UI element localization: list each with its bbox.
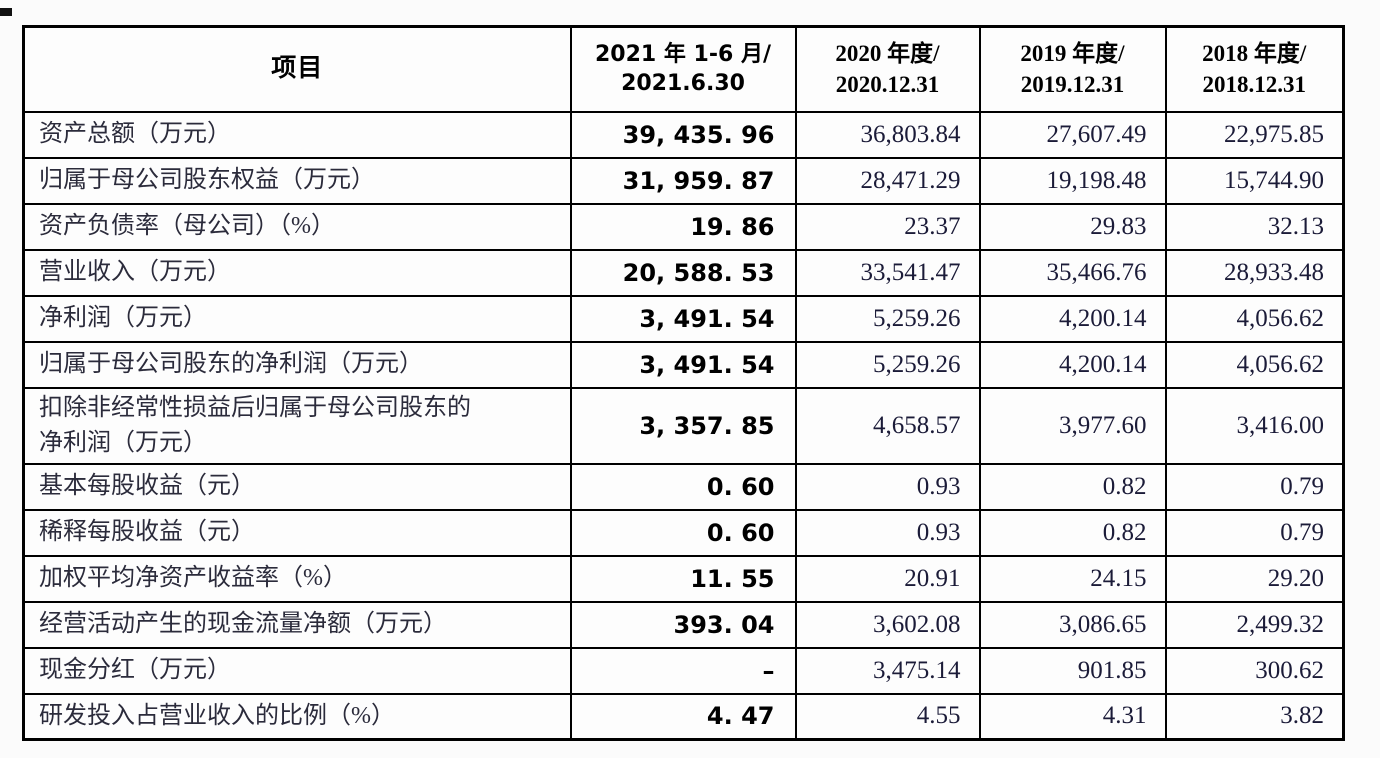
table-row: 营业收入（万元） 20, 588. 53 33,541.47 35,466.76 28,… <box>22 248 1345 297</box>
header-period-2019: 2019 年度/ 2019.12.31 <box>978 25 1167 113</box>
table-row: 资产负债率（母公司）（%） 19. 86 23.37 29.83 32.13 <box>22 202 1345 251</box>
row-value: 35,466.76 <box>978 248 1167 297</box>
header-item: 项目 <box>22 25 572 113</box>
row-value: 4. 47 <box>569 692 797 741</box>
row-value: 0.93 <box>794 462 981 511</box>
row-label: 基本每股收益（元） <box>22 462 572 511</box>
row-value: 11. 55 <box>569 554 797 603</box>
row-value: 29.83 <box>978 202 1167 251</box>
row-label: 资产负债率（母公司）（%） <box>22 202 572 251</box>
row-value: 3,416.00 <box>1164 386 1345 465</box>
header-period-2018: 2018 年度/ 2018.12.31 <box>1164 25 1345 113</box>
table-row: 现金分红（万元） –3,475.14 901.85 300.62 <box>22 646 1345 695</box>
row-value: 5,259.26 <box>794 294 981 343</box>
header-period-line1: 2018 年度/ <box>1202 41 1307 67</box>
row-value: 3.82 <box>1164 692 1345 741</box>
row-value: 28,933.48 <box>1164 248 1345 297</box>
row-value: 28,471.29 <box>794 156 981 205</box>
edge-artifact <box>0 8 12 16</box>
row-value: 33,541.47 <box>794 248 981 297</box>
row-value: 4,200.14 <box>978 340 1167 389</box>
header-period-line1: 2021 年 1-6 月/ <box>595 41 771 67</box>
row-value: 19,198.48 <box>978 156 1167 205</box>
row-label: 净利润（万元） <box>22 294 572 343</box>
row-value: 20, 588. 53 <box>569 248 797 297</box>
row-label: 资产总额（万元） <box>22 110 572 159</box>
row-value: 300.62 <box>1164 646 1345 695</box>
row-value: 0.79 <box>1164 508 1345 557</box>
row-label: 现金分红（万元） <box>22 646 572 695</box>
row-value: 3,602.08 <box>794 600 981 649</box>
row-value: 4.31 <box>978 692 1167 741</box>
table-row: 稀释每股收益（元） 0. 60 0.93 0.82 0.79 <box>22 508 1345 557</box>
row-value: 0.82 <box>978 462 1167 511</box>
row-label: 营业收入（万元） <box>22 248 572 297</box>
row-value: 23.37 <box>794 202 981 251</box>
row-value: 4.55 <box>794 692 981 741</box>
row-value: 3,086.65 <box>978 600 1167 649</box>
row-label: 加权平均净资产收益率（%） <box>22 554 572 603</box>
header-period-line2: 2019.12.31 <box>1020 72 1125 98</box>
row-label: 扣除非经常性损益后归属于母公司股东的 净利润（万元） <box>22 386 572 465</box>
header-period-line1: 2020 年度/ <box>835 41 940 67</box>
row-label: 经营活动产生的现金流量净额（万元） <box>22 600 572 649</box>
financial-summary-table: 项目 2021 年 1-6 月/ 2021.6.30 2020 年度/ 2020… <box>22 25 1345 741</box>
row-value: 27,607.49 <box>978 110 1167 159</box>
header-row: 项目 2021 年 1-6 月/ 2021.6.30 2020 年度/ 2020… <box>22 25 1345 113</box>
table-body: 资产总额（万元） 39, 435. 96 36,803.84 27,607.49 22,… <box>22 110 1345 741</box>
row-value: 24.15 <box>978 554 1167 603</box>
row-value: 19. 86 <box>569 202 797 251</box>
row-value: 3, 357. 85 <box>569 386 797 465</box>
row-value: 0. 60 <box>569 508 797 557</box>
table-row: 基本每股收益（元） 0. 60 0.93 0.82 0.79 <box>22 462 1345 511</box>
row-label: 研发投入占营业收入的比例（%） <box>22 692 572 741</box>
row-value: 3,977.60 <box>978 386 1167 465</box>
row-value: 5,259.26 <box>794 340 981 389</box>
row-value: 4,200.14 <box>978 294 1167 343</box>
row-value: 901.85 <box>978 646 1167 695</box>
table-row: 扣除非经常性损益后归属于母公司股东的 净利润（万元） 3, 357. 85 4,65… <box>22 386 1345 465</box>
row-label: 稀释每股收益（元） <box>22 508 572 557</box>
row-value: 4,056.62 <box>1164 340 1345 389</box>
row-label: 归属于母公司股东的净利润（万元） <box>22 340 572 389</box>
row-value: 0. 60 <box>569 462 797 511</box>
row-value: 31, 959. 87 <box>569 156 797 205</box>
row-value: 22,975.85 <box>1164 110 1345 159</box>
table-row: 经营活动产生的现金流量净额（万元） 393. 04 3,602.08 3,086.65… <box>22 600 1345 649</box>
row-value: 2,499.32 <box>1164 600 1345 649</box>
header-period-line2: 2020.12.31 <box>835 72 940 98</box>
row-value: 0.93 <box>794 508 981 557</box>
row-value: 3,475.14 <box>794 646 981 695</box>
row-label: 归属于母公司股东权益（万元） <box>22 156 572 205</box>
row-value: 3, 491. 54 <box>569 294 797 343</box>
header-period-2021: 2021 年 1-6 月/ 2021.6.30 <box>569 25 797 113</box>
table-row: 加权平均净资产收益率（%） 11. 55 20.91 24.15 29.20 <box>22 554 1345 603</box>
header-period-line2: 2018.12.31 <box>1202 72 1307 98</box>
row-value: 4,658.57 <box>794 386 981 465</box>
row-value: – <box>569 646 797 695</box>
row-value: 0.82 <box>978 508 1167 557</box>
row-value: 15,744.90 <box>1164 156 1345 205</box>
table-row: 归属于母公司股东的净利润（万元） 3, 491. 54 5,259.26 4,200.… <box>22 340 1345 389</box>
header-period-line2: 2021.6.30 <box>621 71 745 97</box>
row-value: 32.13 <box>1164 202 1345 251</box>
table-row: 研发投入占营业收入的比例（%） 4. 47 4.55 4.31 3.82 <box>22 692 1345 741</box>
row-value: 20.91 <box>794 554 981 603</box>
row-value: 0.79 <box>1164 462 1345 511</box>
row-value: 3, 491. 54 <box>569 340 797 389</box>
row-value: 393. 04 <box>569 600 797 649</box>
header-period-2020: 2020 年度/ 2020.12.31 <box>794 25 981 113</box>
header-period-line1: 2019 年度/ <box>1020 41 1125 67</box>
row-value: 39, 435. 96 <box>569 110 797 159</box>
table-row: 归属于母公司股东权益（万元） 31, 959. 87 28,471.29 19,198… <box>22 156 1345 205</box>
table-row: 资产总额（万元） 39, 435. 96 36,803.84 27,607.49 22,… <box>22 110 1345 159</box>
row-value: 36,803.84 <box>794 110 981 159</box>
table-row: 净利润（万元） 3, 491. 54 5,259.26 4,200.14 4,056.6… <box>22 294 1345 343</box>
row-value: 29.20 <box>1164 554 1345 603</box>
row-value: 4,056.62 <box>1164 294 1345 343</box>
